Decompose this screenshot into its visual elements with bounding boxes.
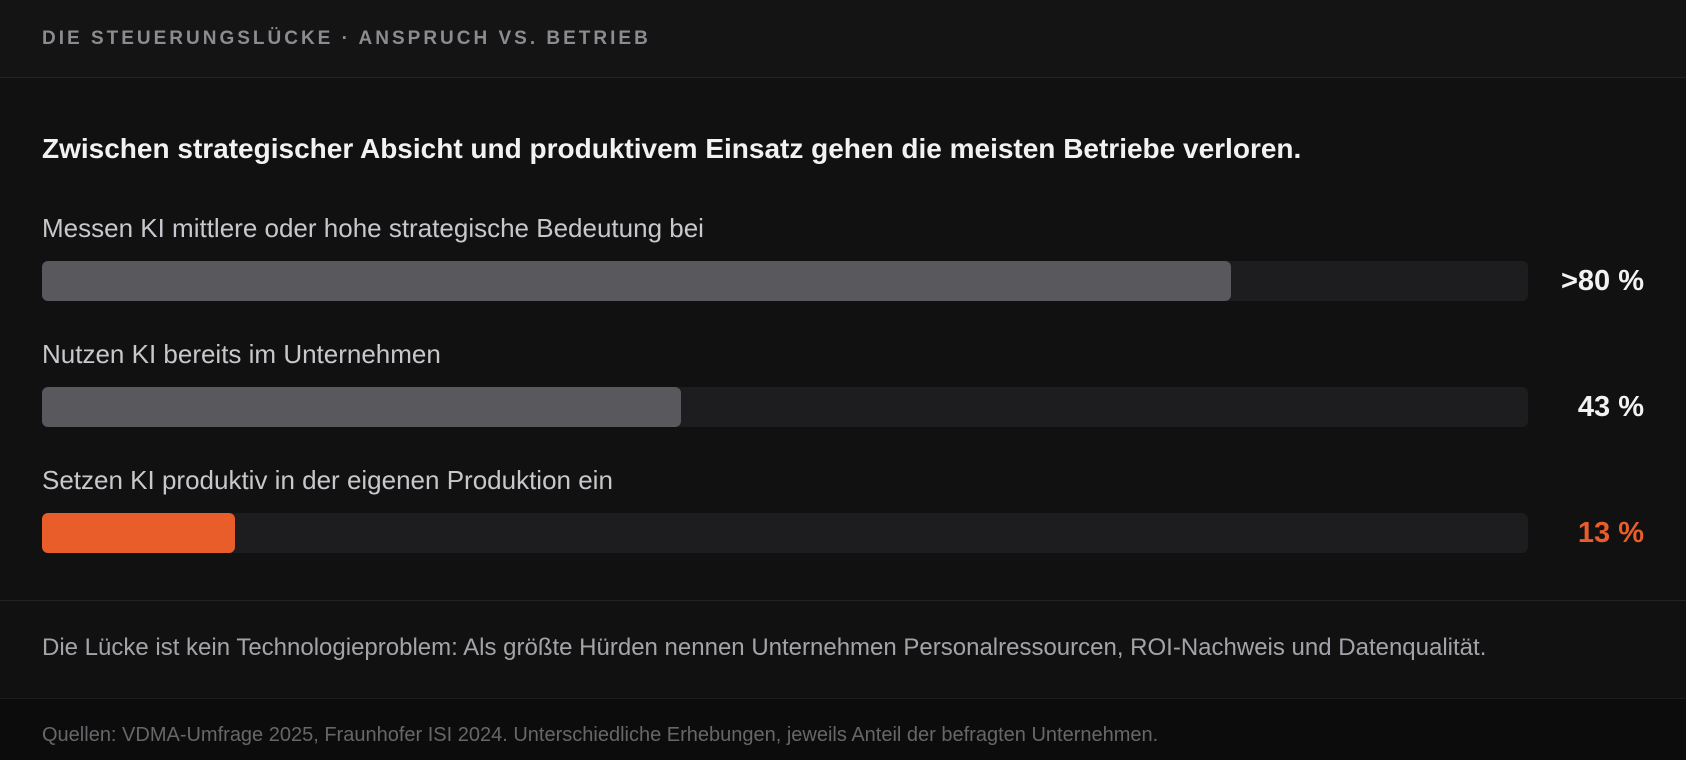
bar-row: 13 % <box>42 513 1644 553</box>
bar-value-label: 13 % <box>1577 517 1644 549</box>
bar-track <box>42 513 1528 553</box>
bar-label: Messen KI mittlere oder hohe strategisch… <box>42 213 704 243</box>
bar-strategic-importance <box>42 261 1231 301</box>
bar-group-strategic-importance: Messen KI mittlere oder hohe strategisch… <box>42 213 1644 301</box>
divider <box>0 600 1686 601</box>
bar-using-ai <box>42 387 681 427</box>
bar-row: >80 % <box>42 261 1644 301</box>
bar-row: 43 % <box>42 387 1644 427</box>
bar-productive-use <box>42 513 236 553</box>
source-text: Quellen: VDMA-Umfrage 2025, Fraunhofer I… <box>42 724 1159 746</box>
bar-label: Setzen KI produktiv in der eigenen Produ… <box>42 465 613 495</box>
bar-label: Nutzen KI bereits im Unternehmen <box>42 339 441 369</box>
footer: Quellen: VDMA-Umfrage 2025, Fraunhofer I… <box>0 698 1686 760</box>
bar-track <box>42 387 1528 427</box>
bar-group-using-ai: Nutzen KI bereits im Unternehmen 43 % <box>42 339 1644 427</box>
chart-panel: Zwischen strategischer Absicht und produ… <box>0 78 1686 600</box>
bar-group-productive-use: Setzen KI produktiv in der eigenen Produ… <box>42 465 1644 553</box>
chart-headline: Zwischen strategischer Absicht und produ… <box>42 133 1302 164</box>
bar-value-label: 43 % <box>1577 391 1644 423</box>
bar-value-label: >80 % <box>1560 265 1644 297</box>
note-text: Die Lücke ist kein Technologieproblem: A… <box>42 634 1487 661</box>
header: DIE STEUERUNGSLÜCKE · ANSPRUCH VS. BETRI… <box>0 0 1686 78</box>
bar-track <box>42 261 1528 301</box>
header-title: DIE STEUERUNGSLÜCKE · ANSPRUCH VS. BETRI… <box>42 27 651 49</box>
